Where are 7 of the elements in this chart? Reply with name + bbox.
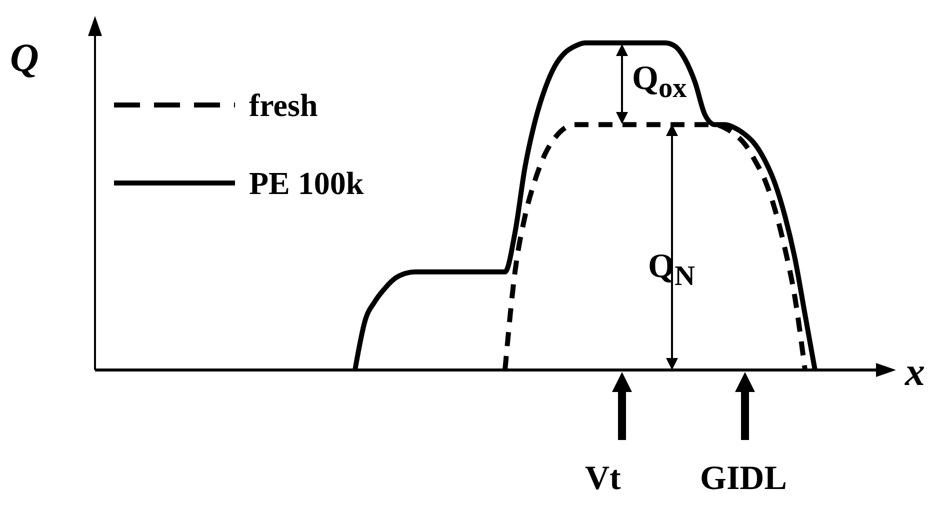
- text: GIDL: [700, 460, 787, 497]
- legend-label: PE 100k: [249, 164, 364, 202]
- legend-label: fresh: [249, 86, 318, 124]
- y-axis-title: Q: [10, 35, 39, 80]
- text: Vt: [585, 460, 621, 497]
- x-axis-title: x: [905, 349, 925, 394]
- annotation: Q$_{ox}$: [632, 60, 687, 104]
